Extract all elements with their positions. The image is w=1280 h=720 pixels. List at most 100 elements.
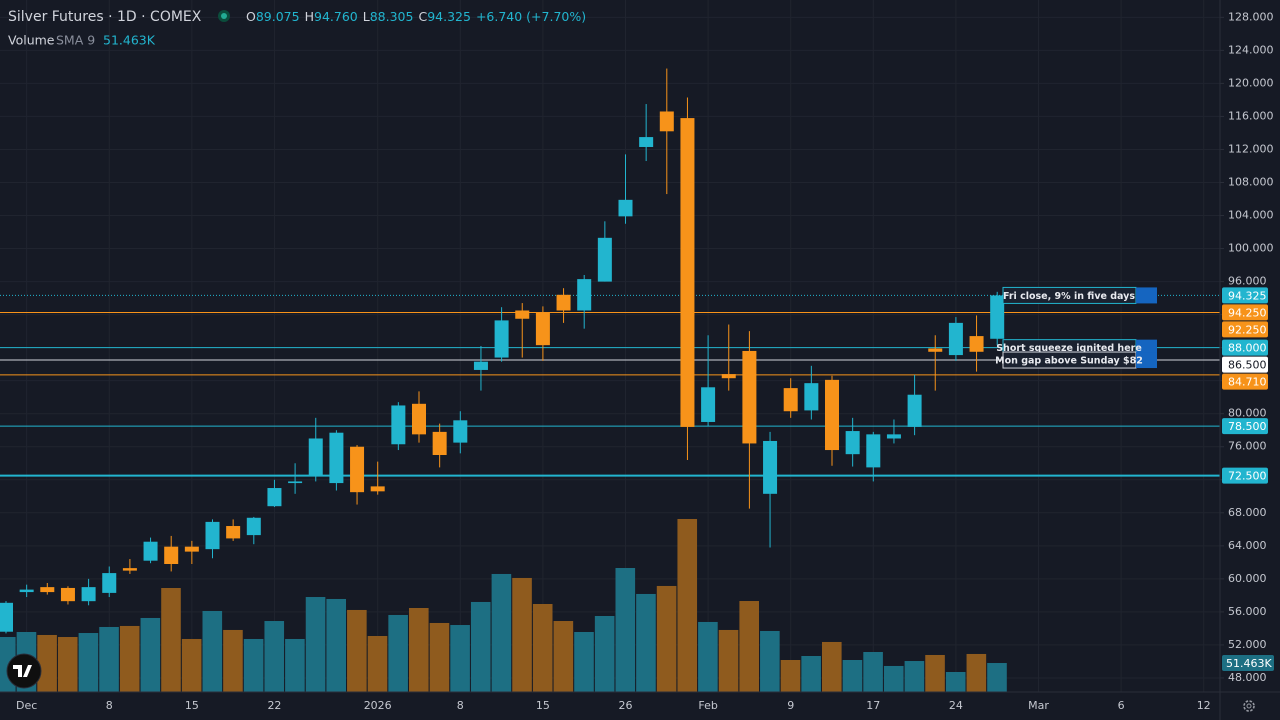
candle-body xyxy=(866,434,881,468)
volume-bar xyxy=(140,617,161,692)
x-tick-label: 6 xyxy=(1118,699,1125,712)
candle-body xyxy=(721,374,736,379)
candle-body xyxy=(825,379,839,451)
candle-body xyxy=(329,432,344,484)
candle-body xyxy=(370,486,385,492)
volume-bar xyxy=(945,671,966,692)
volume-indicator: SMA 9 xyxy=(56,33,95,48)
y-tick-label: 56.000 xyxy=(1228,605,1267,618)
x-tick-label: 26 xyxy=(619,699,633,712)
volume-bar xyxy=(780,659,801,692)
volume-bar xyxy=(57,637,78,692)
candle-body xyxy=(40,587,55,593)
candle-body xyxy=(535,312,550,346)
note-text: Short squeeze ignited here xyxy=(996,343,1142,354)
volume-bar xyxy=(305,597,326,692)
change: +6.740 (+7.70%) xyxy=(476,9,586,24)
candle-body xyxy=(102,573,117,593)
volume-bar xyxy=(987,663,1007,692)
settings-icon[interactable] xyxy=(1243,700,1255,712)
x-tick-label: 2026 xyxy=(364,699,392,712)
volume-bar xyxy=(553,621,574,692)
note-text: Mon gap above Sunday $82 xyxy=(995,356,1143,367)
candle-body xyxy=(308,438,323,477)
volume-bar xyxy=(470,601,491,692)
x-tick-label: Mar xyxy=(1028,699,1049,712)
volume-bar xyxy=(119,625,140,692)
volume-bar xyxy=(78,633,99,692)
price-label-box xyxy=(1222,287,1268,304)
volume-bar xyxy=(512,577,532,692)
candle-body xyxy=(639,137,654,147)
candle-body xyxy=(742,350,757,444)
volume-bar xyxy=(801,655,821,692)
x-tick-label: 22 xyxy=(267,699,281,712)
note-text: Fri close, 9% in five days xyxy=(1003,291,1135,302)
volume-bar xyxy=(822,641,842,692)
status-dot xyxy=(221,13,227,19)
ohlc-key: C xyxy=(418,9,427,24)
volume-bar xyxy=(594,615,615,692)
ohlc-legend: O89.075 H94.760 L88.305 C94.325 +6.740 (+7.7… xyxy=(246,9,586,24)
y-tick-label: 128.000 xyxy=(1228,10,1274,23)
y-tick-label: 96.000 xyxy=(1228,275,1267,288)
volume-bar xyxy=(574,631,594,692)
candle-body xyxy=(763,440,778,494)
price-label-box xyxy=(1222,339,1268,356)
x-tick-label: 24 xyxy=(949,699,963,712)
x-tick-label: 12 xyxy=(1197,699,1211,712)
candle-body xyxy=(556,294,571,311)
candle-body xyxy=(122,568,137,571)
note-handle[interactable] xyxy=(1136,352,1157,369)
note-handle[interactable] xyxy=(1136,339,1157,356)
y-tick-label: 100.000 xyxy=(1228,242,1274,255)
volume-bar xyxy=(388,614,408,692)
volume-bar xyxy=(739,601,759,692)
volume-bar xyxy=(491,573,512,692)
volume-bar xyxy=(202,610,223,692)
candle-body xyxy=(597,237,612,282)
volume-value: 51.463K xyxy=(103,33,156,48)
candle-body xyxy=(350,446,365,493)
x-tick-label: 15 xyxy=(185,699,199,712)
x-tick-label: 17 xyxy=(866,699,880,712)
volume-bar xyxy=(615,567,636,692)
candle-body xyxy=(948,322,963,356)
volume-bar xyxy=(223,629,243,692)
settings[interactable] xyxy=(1243,700,1255,712)
x-tick-label: Dec xyxy=(16,699,37,712)
volume-bar xyxy=(636,593,656,692)
candle-body xyxy=(205,521,220,550)
candle-body xyxy=(886,434,901,439)
logo-mark[interactable] xyxy=(13,665,32,677)
volume-bar xyxy=(243,638,264,692)
candle-body xyxy=(969,336,984,352)
volume-bar xyxy=(863,651,883,692)
price-label: 86.500 xyxy=(1228,359,1267,372)
volume-bar xyxy=(656,585,677,692)
price-label-box xyxy=(1222,418,1268,435)
volume-bar xyxy=(450,625,470,692)
ohlc-value: 94.760 xyxy=(314,9,358,24)
note-handle[interactable] xyxy=(1136,287,1157,304)
y-tick-label: 104.000 xyxy=(1228,209,1274,222)
y-tick-label: 124.000 xyxy=(1228,43,1274,56)
price-label: 94.325 xyxy=(1228,289,1267,302)
volume-bar xyxy=(264,621,285,692)
price-label: 92.250 xyxy=(1228,323,1267,336)
volume-bar xyxy=(367,635,388,692)
price-label-box xyxy=(1222,321,1268,338)
settings-icon[interactable] xyxy=(1246,703,1252,709)
candle-body xyxy=(618,199,633,217)
y-tick-label: 48.000 xyxy=(1228,671,1267,684)
volume-bar xyxy=(966,653,987,692)
candle-body xyxy=(246,517,261,536)
candle-body xyxy=(845,431,860,455)
volume-bar xyxy=(181,638,202,692)
price-label: 94.250 xyxy=(1228,306,1267,319)
logo[interactable] xyxy=(6,653,42,689)
logo-circle[interactable] xyxy=(6,653,42,689)
price-lines xyxy=(0,294,1220,477)
volume-label-box xyxy=(1222,655,1274,672)
